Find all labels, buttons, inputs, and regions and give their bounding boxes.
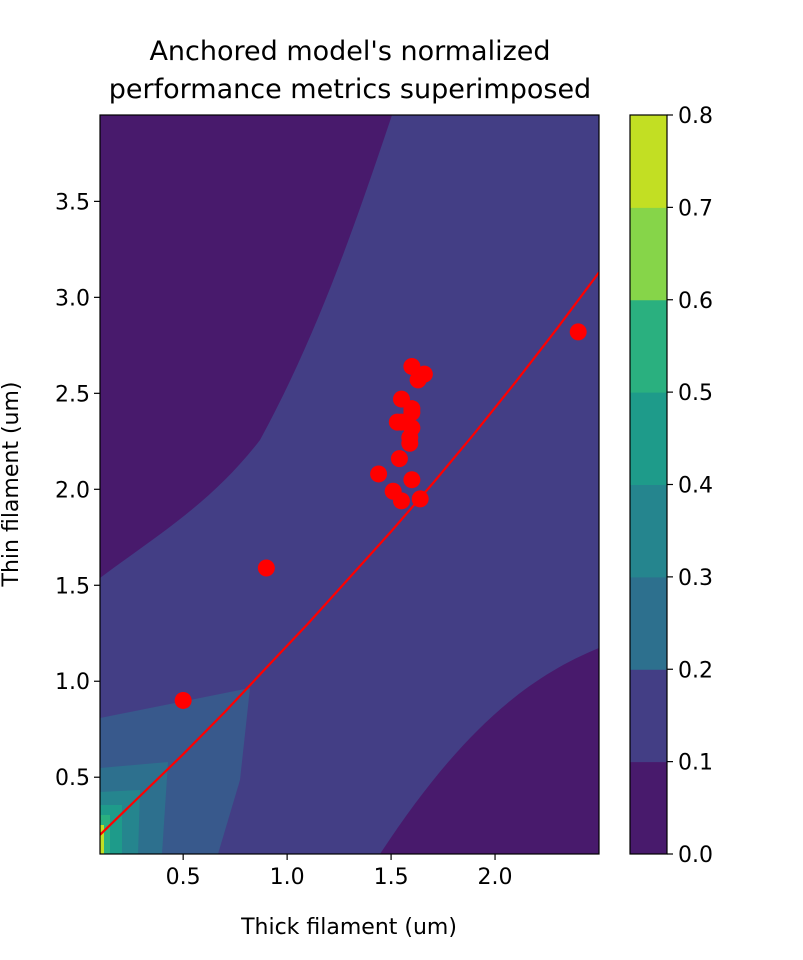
x-tick-label: 1.0 (270, 865, 305, 890)
colorbar-ticks: 0.0 0.1 0.2 0.3 0.4 0.5 0.6 0.7 0.8 (667, 104, 713, 868)
data-point (392, 492, 410, 510)
colorbar-band (630, 392, 667, 485)
data-point (403, 471, 421, 489)
colorbar-band (630, 669, 667, 763)
colorbar-tick-label: 0.5 (678, 381, 713, 406)
colorbar-band (630, 207, 667, 301)
colorbar-tick-label: 0.7 (678, 196, 713, 221)
plot-frame (99, 114, 600, 855)
colorbar-tick-label: 0.8 (678, 104, 713, 129)
colorbar-tick-label: 0.6 (678, 289, 713, 314)
chart-title-line-1: Anchored model's normalized (149, 36, 550, 67)
colorbar-tick-label: 0.0 (678, 843, 713, 868)
data-point (569, 323, 587, 341)
colorbar-band (630, 761, 667, 855)
y-axis: 0.5 1.0 1.5 2.0 2.5 3.0 3.5 (55, 190, 100, 791)
data-point (392, 413, 410, 431)
y-axis-label: Thin filament (um) (0, 382, 24, 588)
y-tick-label: 3.0 (55, 286, 90, 311)
data-point (411, 490, 429, 508)
data-point (174, 691, 192, 709)
x-tick-label: 1.5 (374, 865, 409, 890)
colorbar (630, 115, 667, 855)
chart-title-line-2: performance metrics superimposed (109, 74, 591, 105)
colorbar-tick-label: 0.3 (678, 566, 713, 591)
colorbar-band (630, 115, 667, 208)
data-point (257, 559, 275, 577)
y-tick-label: 2.0 (55, 478, 90, 503)
x-tick-label: 2.0 (478, 865, 513, 890)
y-tick-label: 1.5 (55, 574, 90, 599)
colorbar-tick-label: 0.2 (678, 658, 713, 683)
data-point (390, 450, 408, 468)
data-point (415, 365, 433, 383)
colorbar-tick-label: 0.1 (678, 751, 713, 776)
contour-band-0.0-0.1-lower-right (380, 648, 599, 854)
y-tick-label: 1.0 (55, 670, 90, 695)
data-point (403, 357, 421, 375)
data-point (370, 465, 388, 483)
plot-area (100, 115, 599, 854)
x-axis-label: Thick filament (um) (240, 915, 457, 940)
colorbar-band (630, 484, 667, 578)
y-tick-label: 3.5 (55, 190, 90, 215)
y-tick-label: 2.5 (55, 382, 90, 407)
fit-curve (100, 271, 599, 836)
y-tick-label: 0.5 (55, 766, 90, 791)
x-axis: 0.5 1.0 1.5 2.0 (166, 854, 513, 890)
data-point (403, 400, 421, 418)
colorbar-band (630, 576, 667, 670)
contour-band-0.0-0.1-upper-left (100, 115, 392, 578)
data-points (174, 323, 587, 709)
colorbar-band (630, 299, 667, 393)
colorbar-tick-label: 0.4 (678, 474, 713, 499)
x-tick-label: 0.5 (166, 865, 201, 890)
